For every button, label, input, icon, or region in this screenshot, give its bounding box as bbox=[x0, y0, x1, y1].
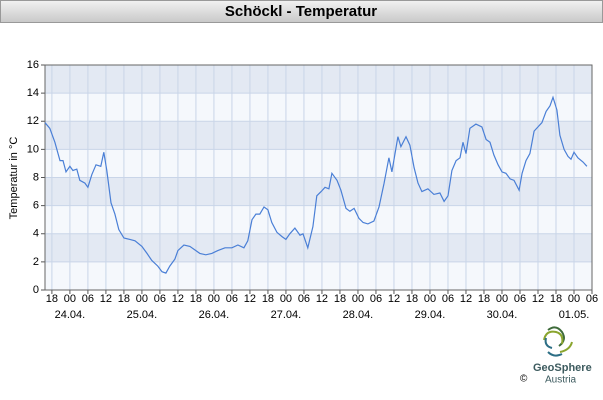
x-tick-label: 06 bbox=[154, 293, 166, 305]
brand-sub: Austria bbox=[545, 375, 577, 386]
date-label: 01.05. bbox=[559, 309, 590, 321]
x-tick-label: 06 bbox=[298, 293, 310, 305]
x-tick-label: 12 bbox=[172, 293, 184, 305]
x-tick-label: 18 bbox=[550, 293, 562, 305]
y-tick-label: 0 bbox=[33, 284, 39, 296]
x-tick-label: 06 bbox=[82, 293, 94, 305]
date-label: 25.04. bbox=[127, 309, 158, 321]
x-tick-label: 06 bbox=[514, 293, 526, 305]
y-tick-label: 2 bbox=[33, 256, 39, 268]
x-tick-label: 00 bbox=[208, 293, 220, 305]
band bbox=[45, 177, 592, 206]
y-tick-label: 12 bbox=[27, 115, 39, 127]
band bbox=[45, 121, 592, 150]
date-label: 28.04. bbox=[343, 309, 374, 321]
x-tick-label: 12 bbox=[460, 293, 472, 305]
chart-title: Schöckl - Temperatur bbox=[225, 3, 377, 20]
brand-name: GeoSphere bbox=[533, 362, 592, 374]
x-tick-label: 12 bbox=[316, 293, 328, 305]
x-tick-label: 18 bbox=[478, 293, 490, 305]
y-tick-label: 8 bbox=[33, 171, 39, 183]
x-tick-label: 18 bbox=[118, 293, 130, 305]
band bbox=[45, 233, 592, 262]
date-label: 26.04. bbox=[199, 309, 230, 321]
logo: GeoSphere Austria © bbox=[520, 326, 592, 386]
logo-icon bbox=[543, 326, 573, 357]
x-tick-label: 18 bbox=[190, 293, 202, 305]
x-tick-label: 00 bbox=[352, 293, 364, 305]
x-tick-label: 00 bbox=[424, 293, 436, 305]
plot-area: 18 00 06 12 18 00 06 12 18 00 06 12 18 00 06 12 18 00 06 12… bbox=[27, 59, 598, 321]
band bbox=[45, 65, 592, 94]
x-tick-label: 12 bbox=[532, 293, 544, 305]
y-tick-label: 6 bbox=[33, 200, 39, 212]
temperature-line bbox=[44, 95, 588, 274]
x-tick-label: 00 bbox=[136, 293, 148, 305]
x-tick-label: 06 bbox=[442, 293, 454, 305]
date-label: 24.04. bbox=[55, 309, 86, 321]
date-label: 30.04. bbox=[487, 309, 518, 321]
date-label: 29.04. bbox=[415, 309, 446, 321]
date-label: 27.04. bbox=[271, 309, 302, 321]
x-tick-label: 12 bbox=[388, 293, 400, 305]
x-tick-label: 00 bbox=[64, 293, 76, 305]
y-tick-label: 14 bbox=[27, 87, 39, 99]
x-tick-label: 18 bbox=[262, 293, 274, 305]
x-tick-label: 18 bbox=[334, 293, 346, 305]
x-tick-label: 18 bbox=[406, 293, 418, 305]
y-tick-label: 4 bbox=[33, 228, 39, 240]
x-tick-label: 18 bbox=[46, 293, 58, 305]
x-tick-label: 00 bbox=[496, 293, 508, 305]
plot-border bbox=[44, 64, 593, 291]
x-tick-label: 12 bbox=[100, 293, 112, 305]
x-tick-label: 06 bbox=[586, 293, 598, 305]
y-axis-label: Temperatur in °C bbox=[8, 137, 20, 220]
x-tick-label: 00 bbox=[568, 293, 580, 305]
x-tick-label: 12 bbox=[244, 293, 256, 305]
x-tick-label: 06 bbox=[370, 293, 382, 305]
y-tick-label: 10 bbox=[27, 143, 39, 155]
x-tick-label: 00 bbox=[280, 293, 292, 305]
copyright: © bbox=[520, 374, 528, 385]
y-tick-label: 16 bbox=[27, 59, 39, 71]
x-tick-label: 06 bbox=[226, 293, 238, 305]
